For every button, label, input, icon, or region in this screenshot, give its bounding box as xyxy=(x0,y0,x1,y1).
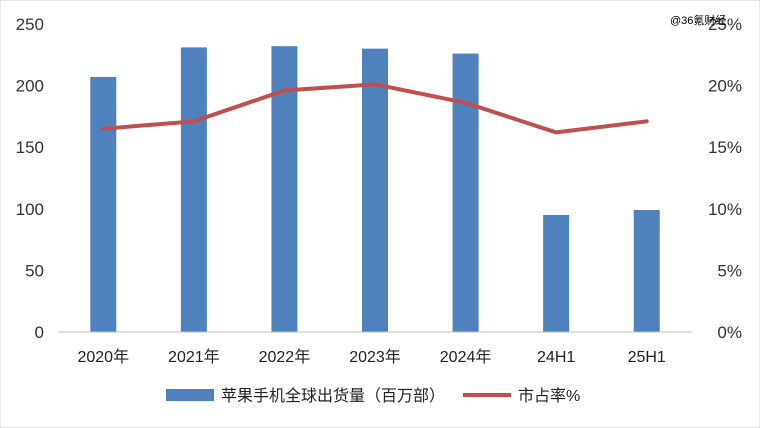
x-axis-ticks: 2020年 2021年 2022年 2023年 2024年 24H1 25H1 xyxy=(77,348,665,366)
right-tick-label: 0% xyxy=(717,323,742,342)
bar-2021年 xyxy=(180,47,207,333)
right-tick-label: 5% xyxy=(717,261,742,280)
left-tick-label: 250 xyxy=(16,15,44,34)
right-tick-label: 25% xyxy=(708,15,742,34)
left-tick-label: 100 xyxy=(16,200,44,219)
x-tick-label: 2023年 xyxy=(349,348,401,366)
bar-2024年 xyxy=(452,53,479,333)
left-tick-label: 0 xyxy=(35,323,44,342)
bar-2020年 xyxy=(90,76,117,332)
legend-swatch-bar xyxy=(166,389,214,401)
bar-24H1 xyxy=(543,214,570,332)
left-tick-label: 200 xyxy=(16,77,44,96)
x-tick-label: 2021年 xyxy=(168,348,220,366)
bar-series xyxy=(90,46,660,333)
x-tick-label: 25H1 xyxy=(628,349,666,366)
right-tick-label: 10% xyxy=(708,200,742,219)
share-line-series xyxy=(101,82,649,135)
legend: 苹果手机全球出货量（百万部） 市占率% xyxy=(166,387,580,405)
x-tick-label: 24H1 xyxy=(537,349,575,366)
left-tick-label: 150 xyxy=(16,138,44,157)
x-tick-label: 2020年 xyxy=(77,348,129,366)
watermark: @36氪财经 xyxy=(670,13,726,27)
x-tick-label: 2022年 xyxy=(259,348,311,366)
left-tick-label: 50 xyxy=(25,261,44,280)
legend-label-share: 市占率% xyxy=(518,387,580,405)
bar-25H1 xyxy=(633,210,660,332)
right-tick-label: 20% xyxy=(708,77,742,96)
bar-2023年 xyxy=(362,48,388,332)
x-tick-label: 2024年 xyxy=(440,348,492,366)
legend-label-shipments: 苹果手机全球出货量（百万部） xyxy=(221,387,445,405)
left-axis-ticks: 0 50 100 150 200 250 xyxy=(16,15,44,342)
right-axis-ticks: 0% 5% 10% 15% 20% 25% xyxy=(708,15,742,342)
right-tick-label: 15% xyxy=(708,138,742,157)
